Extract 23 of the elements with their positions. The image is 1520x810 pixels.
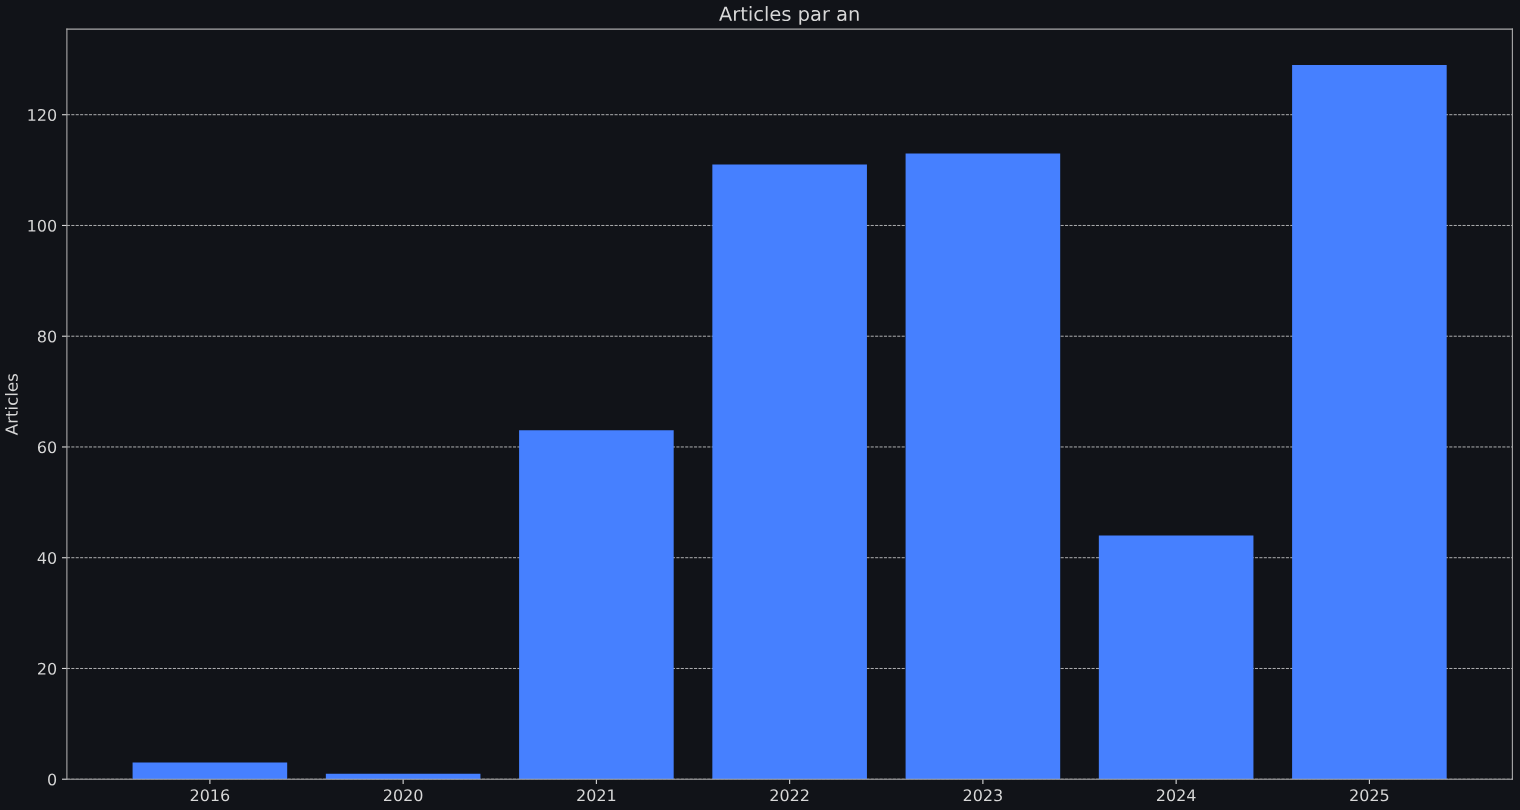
x-tick-label: 2023 xyxy=(963,789,1002,802)
x-tick-label: 2020 xyxy=(383,789,423,802)
y-tick-label: 60 xyxy=(37,441,57,454)
y-tick-label: 0 xyxy=(48,773,57,786)
y-tick-label: 40 xyxy=(37,551,57,565)
bar xyxy=(1292,64,1447,780)
y-tick-label: 120 xyxy=(28,108,57,122)
chart-title: Articles par an xyxy=(719,6,859,25)
y-tick-label: 100 xyxy=(28,219,57,232)
x-tick-label: 2016 xyxy=(190,789,230,802)
y-tick-label: 20 xyxy=(38,662,57,675)
x-tick-label: 2021 xyxy=(577,789,616,802)
x-tick-label: 2024 xyxy=(1156,789,1196,802)
x-tick-label: 2025 xyxy=(1350,789,1389,802)
x-tick-label: 2022 xyxy=(770,789,809,802)
bar xyxy=(132,762,288,780)
y-tick-label: 80 xyxy=(37,330,57,343)
bar xyxy=(905,153,1061,780)
y-axis-title: Articles xyxy=(4,373,18,436)
bar xyxy=(1098,535,1254,780)
bar xyxy=(519,430,674,780)
bar xyxy=(325,773,481,780)
bar xyxy=(712,164,867,780)
